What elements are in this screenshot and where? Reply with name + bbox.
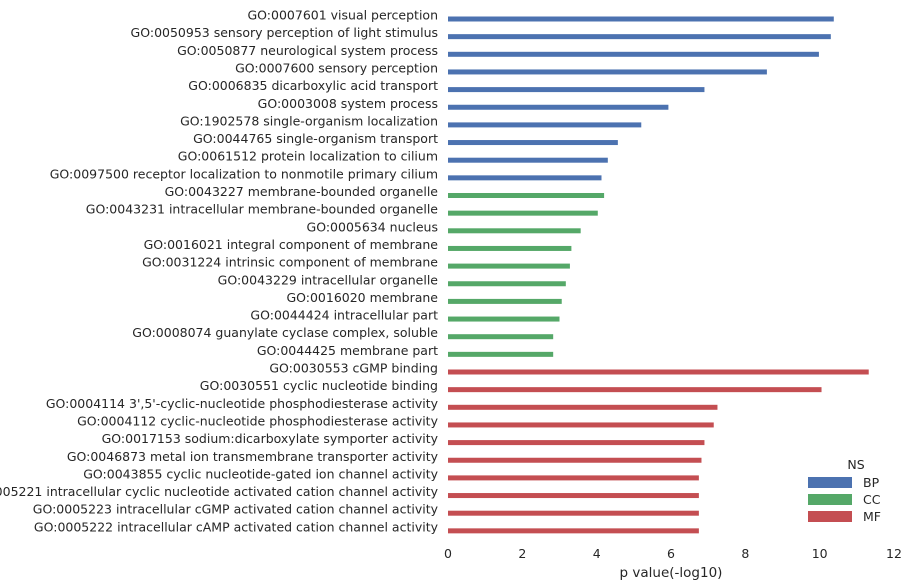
category-label: GO:0043855 cyclic nucleotide-gated ion c… (83, 466, 438, 481)
bar-bp (448, 69, 767, 75)
bar-mf (448, 528, 699, 534)
bar-mf (448, 475, 699, 481)
x-tick-label: 0 (444, 546, 452, 561)
category-label: GO:0016020 membrane (286, 290, 438, 305)
bar-cc (448, 298, 562, 304)
category-label: GO:1902578 single-organism localization (180, 113, 438, 128)
bar-mf (448, 404, 718, 410)
bar-bp (448, 157, 608, 163)
legend-title: NS (847, 457, 864, 472)
category-label: GO:0043231 intracellular membrane-bounde… (86, 202, 439, 217)
category-label: GO:0005634 nucleus (307, 219, 438, 234)
bar-bp (448, 51, 819, 57)
bar-bp (448, 34, 831, 40)
legend-swatch-cc (808, 494, 852, 505)
x-tick-label: 2 (518, 546, 526, 561)
bar-bp (448, 122, 642, 128)
category-label: GO:0044424 intracellular part (250, 308, 438, 323)
category-labels: GO:0007601 visual perception GO:0050953 s… (0, 8, 439, 535)
bar-cc (448, 334, 554, 340)
category-label: GO:0004114 3',5'-cyclic-nucleotide phosp… (46, 396, 439, 411)
category-label: GO:0007601 visual perception (247, 8, 438, 23)
category-label: GO:0046873 metal ion transmembrane trans… (67, 449, 439, 464)
bar-bp (448, 16, 834, 22)
bar-cc (448, 245, 572, 251)
x-tick-label: 6 (667, 546, 675, 561)
category-label: GO:0016021 integral component of membran… (144, 237, 439, 252)
bar-mf (448, 369, 869, 375)
category-label: GO:0030551 cyclic nucleotide binding (200, 378, 438, 393)
category-label: GO:0003008 system process (258, 96, 438, 111)
bar-bp (448, 87, 705, 93)
bar-cc (448, 281, 566, 287)
legend-swatch-mf (808, 511, 852, 522)
category-label: GO:0005223 intracellular cGMP activated … (33, 502, 439, 517)
bar-cc (448, 228, 581, 234)
x-tick-label: 4 (593, 546, 601, 561)
x-axis-ticks: 0 2 4 6 8 10 12 (444, 546, 902, 561)
bar-mf (448, 510, 699, 516)
bar-cc (448, 351, 554, 357)
category-label: GO:0097500 receptor localization to nonm… (50, 166, 438, 181)
bar-cc (448, 210, 598, 216)
category-label: GO:0031224 intrinsic component of membra… (142, 255, 438, 270)
category-label: GO:0005222 intracellular cAMP activated … (34, 519, 439, 534)
legend-label-mf: MF (863, 509, 881, 524)
x-tick-label: 10 (812, 546, 828, 561)
category-label: GO:0050877 neurological system process (177, 43, 438, 58)
bar-cc (448, 193, 605, 198)
category-label: GO:0005221 intracellular cyclic nucleoti… (0, 484, 439, 499)
bar-mf (448, 387, 822, 393)
category-label: GO:0004112 cyclic-nucleotide phosphodies… (77, 413, 439, 428)
category-label: GO:0050953 sensory perception of light s… (131, 25, 438, 40)
bar-mf (448, 422, 714, 428)
bar-mf (448, 440, 705, 446)
x-tick-label: 8 (741, 546, 749, 561)
legend: NS BP CC MF (808, 457, 881, 524)
bar-mf (448, 493, 699, 499)
category-label: GO:0043227 membrane-bounded organelle (165, 184, 439, 199)
bar-bp (448, 175, 602, 181)
category-label: GO:0008074 guanylate cyclase complex, so… (132, 325, 438, 340)
category-label: GO:0030553 cGMP binding (269, 361, 438, 376)
bar-group (448, 16, 869, 534)
category-label: GO:0006835 dicarboxylic acid transport (188, 78, 438, 93)
category-label: GO:0044425 membrane part (257, 343, 438, 358)
x-tick-label: 12 (886, 546, 902, 561)
bar-mf (448, 457, 702, 463)
x-axis-title: p value(-log10) (620, 565, 723, 581)
category-label: GO:0007600 sensory perception (235, 60, 438, 75)
category-label: GO:0017153 sodium:dicarboxylate symporte… (102, 431, 439, 446)
bar-cc (448, 316, 560, 322)
bar-cc (448, 263, 570, 269)
legend-label-bp: BP (863, 475, 880, 490)
bar-bp (448, 140, 618, 146)
legend-swatch-bp (808, 477, 852, 488)
bar-bp (448, 104, 669, 110)
category-label: GO:0044765 single-organism transport (193, 131, 438, 146)
category-label: GO:0043229 intracellular organelle (218, 272, 439, 287)
legend-label-cc: CC (863, 492, 881, 507)
category-label: GO:0061512 protein localization to ciliu… (178, 149, 438, 164)
